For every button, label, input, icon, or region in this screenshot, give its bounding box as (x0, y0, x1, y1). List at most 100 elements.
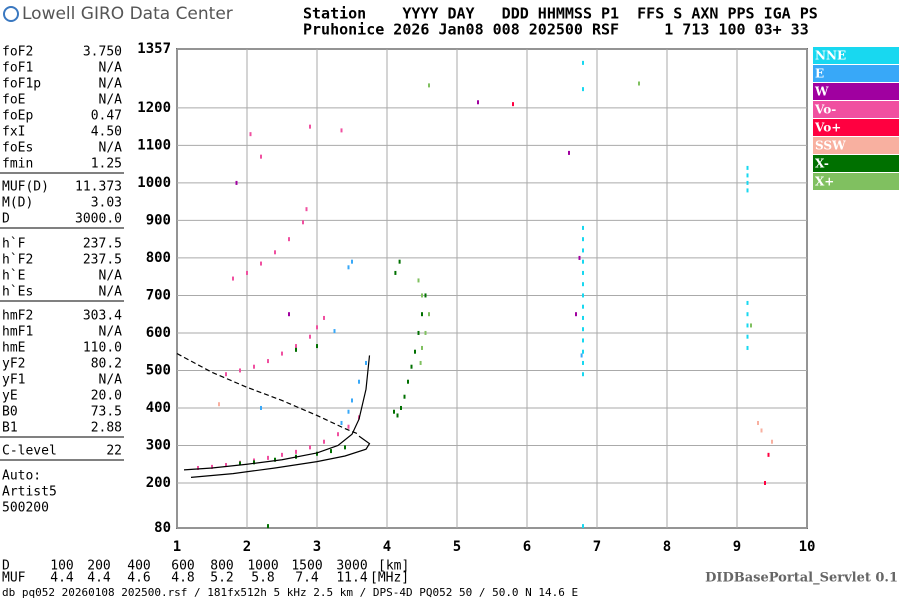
echo-point (323, 439, 325, 444)
echo-point (417, 278, 420, 283)
y-tick-label: 80 (154, 520, 171, 536)
d-value: 3000 (336, 559, 367, 574)
param-name: yF2 (2, 357, 25, 372)
echo-point (309, 334, 311, 339)
echo-point (267, 524, 269, 529)
echo-point (249, 132, 252, 137)
param-value: N/A (99, 325, 123, 340)
y-tick-label: 600 (146, 325, 171, 341)
muf-value: 4.4 (50, 571, 74, 586)
echo-point (235, 180, 238, 185)
legend-swatch (813, 119, 899, 136)
echo-point (330, 449, 332, 454)
echo-point (316, 325, 318, 330)
param-value: 1.25 (91, 157, 122, 172)
echo-point (400, 405, 402, 410)
header-row: Station YYYY DAY DDD HHMMSS P1 FFS S AXN… (303, 5, 818, 23)
x-tick-label: 10 (799, 539, 816, 555)
echo-point (260, 154, 262, 159)
param-value: 11.373 (75, 180, 122, 195)
y-tick-label: 800 (146, 250, 171, 266)
param-value: 22 (106, 444, 122, 459)
echo-point (580, 353, 583, 358)
param-value: 20.0 (91, 389, 122, 404)
param-name: foF1p (2, 77, 41, 92)
param-value: 80.2 (91, 357, 122, 372)
param-value: N/A (99, 61, 123, 76)
y-tick-label: 1357 (137, 41, 171, 57)
legend-label: NNE (815, 49, 846, 63)
param-name: D (2, 212, 10, 227)
param-value: N/A (99, 285, 123, 300)
echo-point (582, 304, 584, 309)
echo-point (225, 462, 227, 467)
x-tick-label: 8 (663, 539, 671, 555)
param-name: foEs (2, 141, 33, 156)
muf-value: 11.4 (336, 571, 367, 586)
echo-point (424, 293, 427, 298)
legend-swatch (813, 47, 899, 64)
footer-servlet: DIDBasePortal_Servlet 0.1 (705, 571, 898, 586)
echo-point (746, 173, 749, 178)
echo-point (582, 338, 584, 343)
echo-point (253, 460, 255, 465)
echo-point (394, 270, 397, 275)
legend-swatch (813, 137, 899, 154)
echo-point (403, 394, 406, 399)
legend-swatch (813, 173, 899, 190)
y-tick-label: 400 (146, 400, 171, 416)
param-value: 237.5 (83, 253, 122, 268)
y-tick-label: 900 (146, 212, 171, 228)
echo-point (638, 81, 640, 86)
echo-point (421, 312, 423, 317)
param-value: 73.5 (91, 405, 122, 420)
x-tick-label: 9 (733, 539, 741, 555)
echo-point (419, 360, 422, 365)
echo-point (281, 452, 283, 457)
param-value: 110.0 (83, 341, 122, 356)
legend-label: Vo+ (814, 121, 841, 135)
param-value: 4.50 (91, 125, 122, 140)
echo-point (302, 220, 304, 225)
param-name: h`Es (2, 285, 33, 300)
echo-point (267, 359, 269, 364)
echo-point (197, 465, 199, 470)
echo-point (323, 315, 325, 320)
echo-point (295, 344, 297, 349)
param-name: foF2 (2, 45, 33, 60)
param-name: hmF2 (2, 309, 33, 324)
echo-point (232, 276, 234, 281)
echo-point (750, 323, 752, 328)
echo-point (746, 345, 749, 350)
echo-point (316, 451, 318, 456)
echo-point (414, 349, 416, 354)
echo-point (260, 261, 262, 266)
echo-point (767, 452, 770, 457)
param-name: yF1 (2, 373, 25, 388)
echo-point (333, 329, 336, 334)
echo-point (582, 360, 584, 365)
echo-point (288, 312, 290, 317)
y-tick-label: 1200 (137, 100, 171, 116)
model-curve (190, 435, 371, 478)
echo-point (393, 409, 395, 414)
x-tick-label: 7 (593, 539, 601, 555)
param-value: N/A (99, 77, 123, 92)
param-name: hmF1 (2, 325, 33, 340)
echo-point (568, 150, 570, 155)
legend-label: SSW (815, 139, 846, 153)
param-value: 303.4 (83, 309, 122, 324)
echo-point (582, 60, 584, 65)
logo-text: Lowell GIRO Data Center (22, 4, 233, 24)
echo-point (582, 270, 584, 275)
echo-point (582, 524, 584, 529)
param-value: 2.88 (91, 421, 122, 436)
param-name: foE (2, 93, 25, 108)
muf-value: 7.4 (295, 571, 319, 586)
echo-point (253, 364, 255, 369)
param-name: hmE (2, 341, 25, 356)
param-name: h`F (2, 237, 26, 252)
echo-point (211, 464, 213, 469)
x-tick-label: 5 (453, 539, 461, 555)
param-name: yE (2, 389, 18, 404)
